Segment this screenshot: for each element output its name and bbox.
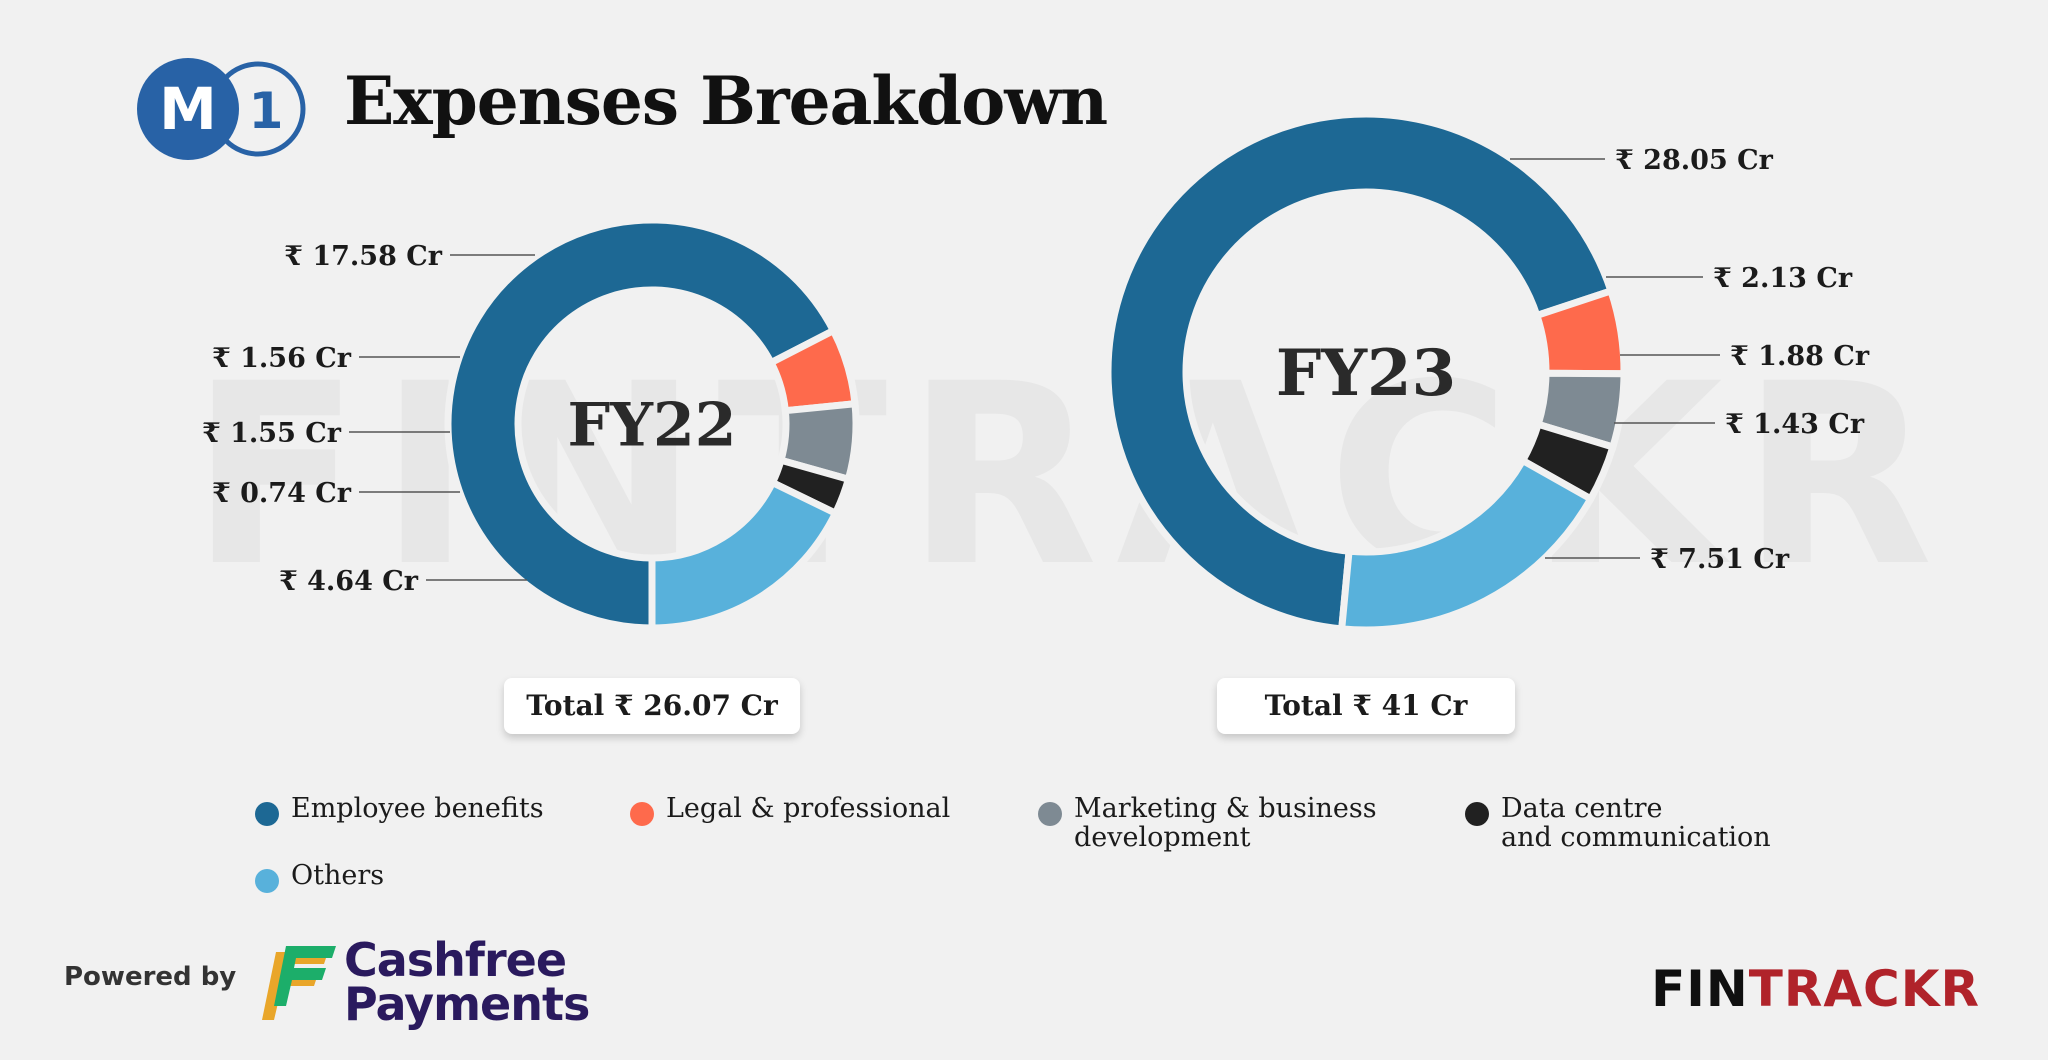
cashfree-logo-icon [258,944,338,1020]
fy22-slice-others [648,477,841,632]
legend-label: Others [291,860,385,891]
fy22-value-label-employee-benefits: ₹ 17.58 Cr [284,241,443,272]
legend-dot [1038,802,1062,826]
fy23-value-label-marketing: ₹ 1.88 Cr [1730,341,1870,372]
fy22-value-label-legal-professional: ₹ 1.56 Cr [212,343,352,374]
fy22-total-badge: Total ₹ 26.07 Cr [504,678,800,734]
fy22-slice-employee-benefits [444,216,839,632]
logo-number: 1 [249,82,284,140]
powered-by-label: Powered by [64,962,237,992]
legend-dot [630,802,654,826]
legend-label: Data centre and communication [1501,793,1771,853]
cashfree-logo-text: Cashfree Payments [344,933,590,1031]
legend-dot [255,802,279,826]
fy23-total-badge: Total ₹ 41 Cr [1217,678,1515,734]
legend-dot [255,869,279,893]
fy23-slice-others [1337,455,1596,634]
fy23-center-label: FY23 [1276,336,1456,411]
page-title: Expenses Breakdown [344,62,1108,140]
fintrackr-logo-part1: FIN [1651,960,1749,1018]
legend-item-data-centre: Data centre and communication [1465,794,1771,852]
legend-item-legal-professional: Legal & professional [630,794,950,826]
logo-letter: M [159,75,217,143]
legend-item-others: Others [255,861,384,893]
fintrackr-logo: FINTRACKR [1651,960,1980,1018]
fy22-value-label-marketing: ₹ 1.55 Cr [202,418,342,449]
fy23-value-label-legal-professional: ₹ 2.13 Cr [1713,263,1853,294]
fy22-center-label: FY22 [568,391,737,461]
fy23-value-label-employee-benefits: ₹ 28.05 Cr [1615,145,1774,176]
legend-item-marketing: Marketing & business development [1038,794,1377,852]
m1-logo: M 1 [136,56,310,162]
fintrackr-logo-part2: TRACKR [1748,960,1980,1018]
fy23-value-label-others: ₹ 7.51 Cr [1650,544,1790,575]
legend-item-employee-benefits: Employee benefits [255,794,544,826]
fy22-value-label-data-centre: ₹ 0.74 Cr [212,478,352,509]
fy23-value-label-data-centre: ₹ 1.43 Cr [1725,409,1865,440]
legend-label: Employee benefits [291,793,544,824]
legend-label: Marketing & business development [1074,793,1377,853]
legend-dot [1465,802,1489,826]
fy23-slice-employee-benefits [1104,110,1616,633]
legend-label: Legal & professional [666,793,951,824]
fy22-value-label-others: ₹ 4.64 Cr [279,566,419,597]
